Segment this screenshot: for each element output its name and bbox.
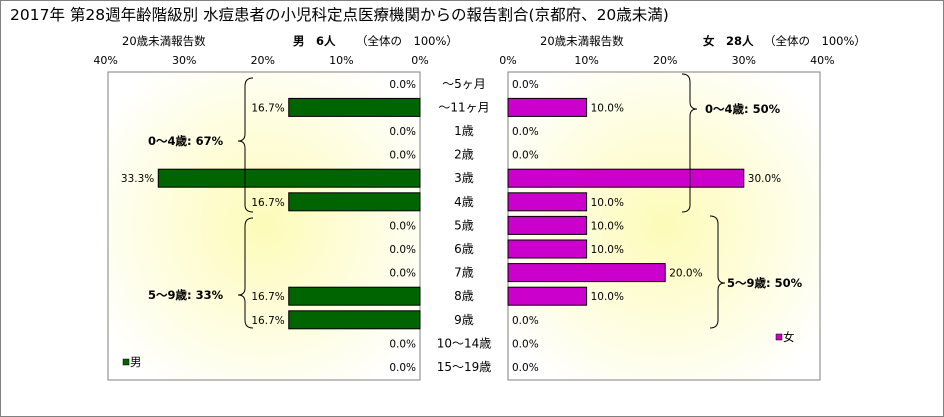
- category-label: 10～14歳: [437, 336, 492, 350]
- left-x-tick-label: 40%: [93, 54, 117, 67]
- female-data-label: 0.0%: [512, 338, 539, 350]
- male-data-label: 16.7%: [251, 315, 284, 327]
- right-brace-0-4: [681, 73, 698, 213]
- female-data-label: 0.0%: [512, 79, 539, 91]
- female-bar: [507, 263, 666, 283]
- right-x-tick-label: 30%: [732, 54, 756, 67]
- category-label: 1歳: [454, 124, 474, 138]
- category-label: 6歳: [454, 242, 474, 256]
- male-data-label: 0.0%: [389, 150, 416, 162]
- female-data-label: 30.0%: [748, 173, 781, 185]
- female-data-label: 0.0%: [512, 362, 539, 374]
- right-x-tick-label: 20%: [653, 54, 677, 67]
- category-label: 15～19歳: [437, 360, 492, 374]
- female-series: 0.0% 10.0% 0.0% 0.0% 30.0% 10.0% 10.0% 10.0% 20.…: [507, 79, 781, 374]
- male-legend-swatch: [122, 358, 130, 366]
- female-bar: [507, 286, 588, 306]
- male-data-label: 0.0%: [389, 126, 416, 138]
- left-annotation-5-9: 5～9歳: 33%: [148, 288, 224, 302]
- right-header-sex: 女 28人: [703, 34, 754, 48]
- right-x-tick-label: 40%: [810, 54, 834, 67]
- category-labels: ～5ヶ月 ～11ヶ月 1歳 2歳 3歳 4歳 5歳 6歳 7歳 8歳 9歳 10～14歳 15～19歳: [437, 77, 492, 374]
- chart-title: 2017年 第28週年齢階級別 水痘患者の小児科定点医療機関からの報告割合(京都…: [10, 6, 669, 24]
- right-header-label: 20歳未満報告数: [540, 34, 624, 48]
- female-data-label: 10.0%: [591, 220, 624, 232]
- male-data-label: 16.7%: [251, 291, 284, 303]
- right-x-axis-ticks: 0% 10% 20% 30% 40%: [499, 54, 834, 67]
- male-legend: 男: [122, 355, 142, 369]
- right-x-tick-label: 0%: [499, 54, 516, 67]
- female-bar: [507, 97, 588, 117]
- female-data-label: 10.0%: [591, 102, 624, 114]
- male-data-label: 0.0%: [389, 362, 416, 374]
- right-x-tick-label: 10%: [574, 54, 598, 67]
- left-brace-5-9: [237, 217, 254, 329]
- female-data-label: 0.0%: [512, 126, 539, 138]
- male-data-label: 0.0%: [389, 79, 416, 91]
- male-data-label: 0.0%: [389, 220, 416, 232]
- male-data-label: 16.7%: [251, 102, 284, 114]
- female-data-label: 10.0%: [591, 244, 624, 256]
- right-header-share: （全体の 100%）: [764, 34, 866, 48]
- female-legend: 女: [775, 330, 795, 344]
- left-header-share: （全体の 100%）: [356, 34, 458, 48]
- left-brace-0-4: [237, 77, 254, 213]
- category-label: 9歳: [454, 313, 474, 327]
- male-data-label: 16.7%: [251, 197, 284, 209]
- left-x-axis-ticks: 0% 10% 20% 30% 40%: [93, 54, 428, 67]
- left-annotation-0-4: 0～4歳: 67%: [148, 134, 224, 148]
- female-data-label: 0.0%: [512, 315, 539, 327]
- male-data-label: 0.0%: [389, 244, 416, 256]
- category-label: 4歳: [454, 195, 474, 209]
- category-label: ～11ヶ月: [438, 100, 489, 114]
- male-series: 0.0% 16.7% 0.0% 0.0% 33.3% 16.7% 0.0% 0.0% 0.0% 1…: [121, 79, 421, 374]
- category-label: 3歳: [454, 171, 474, 185]
- right-brace-5-9: [709, 215, 726, 329]
- left-x-tick-label: 20%: [251, 54, 275, 67]
- category-label: ～5ヶ月: [442, 77, 486, 91]
- female-data-label: 10.0%: [591, 291, 624, 303]
- male-data-label: 0.0%: [389, 268, 416, 280]
- category-label: 5歳: [454, 218, 474, 232]
- male-legend-label: 男: [130, 355, 142, 369]
- left-x-tick-label: 10%: [329, 54, 353, 67]
- category-label: 7歳: [454, 266, 474, 280]
- female-data-label: 0.0%: [512, 150, 539, 162]
- male-bar: [157, 168, 421, 188]
- right-annotation-5-9: 5～9歳: 50%: [727, 276, 803, 290]
- left-x-tick-label: 30%: [172, 54, 196, 67]
- male-data-label: 33.3%: [121, 173, 154, 185]
- left-x-tick-label: 0%: [411, 54, 428, 67]
- right-annotation-0-4: 0～4歳: 50%: [705, 102, 781, 116]
- female-bar: [507, 192, 588, 212]
- category-label: 2歳: [454, 148, 474, 162]
- left-header-sex: 男 6人: [293, 34, 336, 48]
- male-bar: [288, 97, 421, 117]
- left-plot-area: [107, 71, 421, 381]
- category-label: 8歳: [454, 289, 474, 303]
- female-data-label: 10.0%: [591, 197, 624, 209]
- female-bar: [507, 168, 745, 188]
- male-data-label: 0.0%: [389, 338, 416, 350]
- female-bar: [507, 215, 588, 235]
- male-bar: [288, 286, 421, 306]
- female-bar: [507, 239, 588, 259]
- female-legend-swatch: [775, 333, 783, 341]
- left-header-label: 20歳未満報告数: [122, 34, 206, 48]
- female-legend-label: 女: [783, 330, 795, 344]
- male-bar: [288, 192, 421, 212]
- male-bar: [288, 310, 421, 330]
- female-data-label: 20.0%: [669, 268, 702, 280]
